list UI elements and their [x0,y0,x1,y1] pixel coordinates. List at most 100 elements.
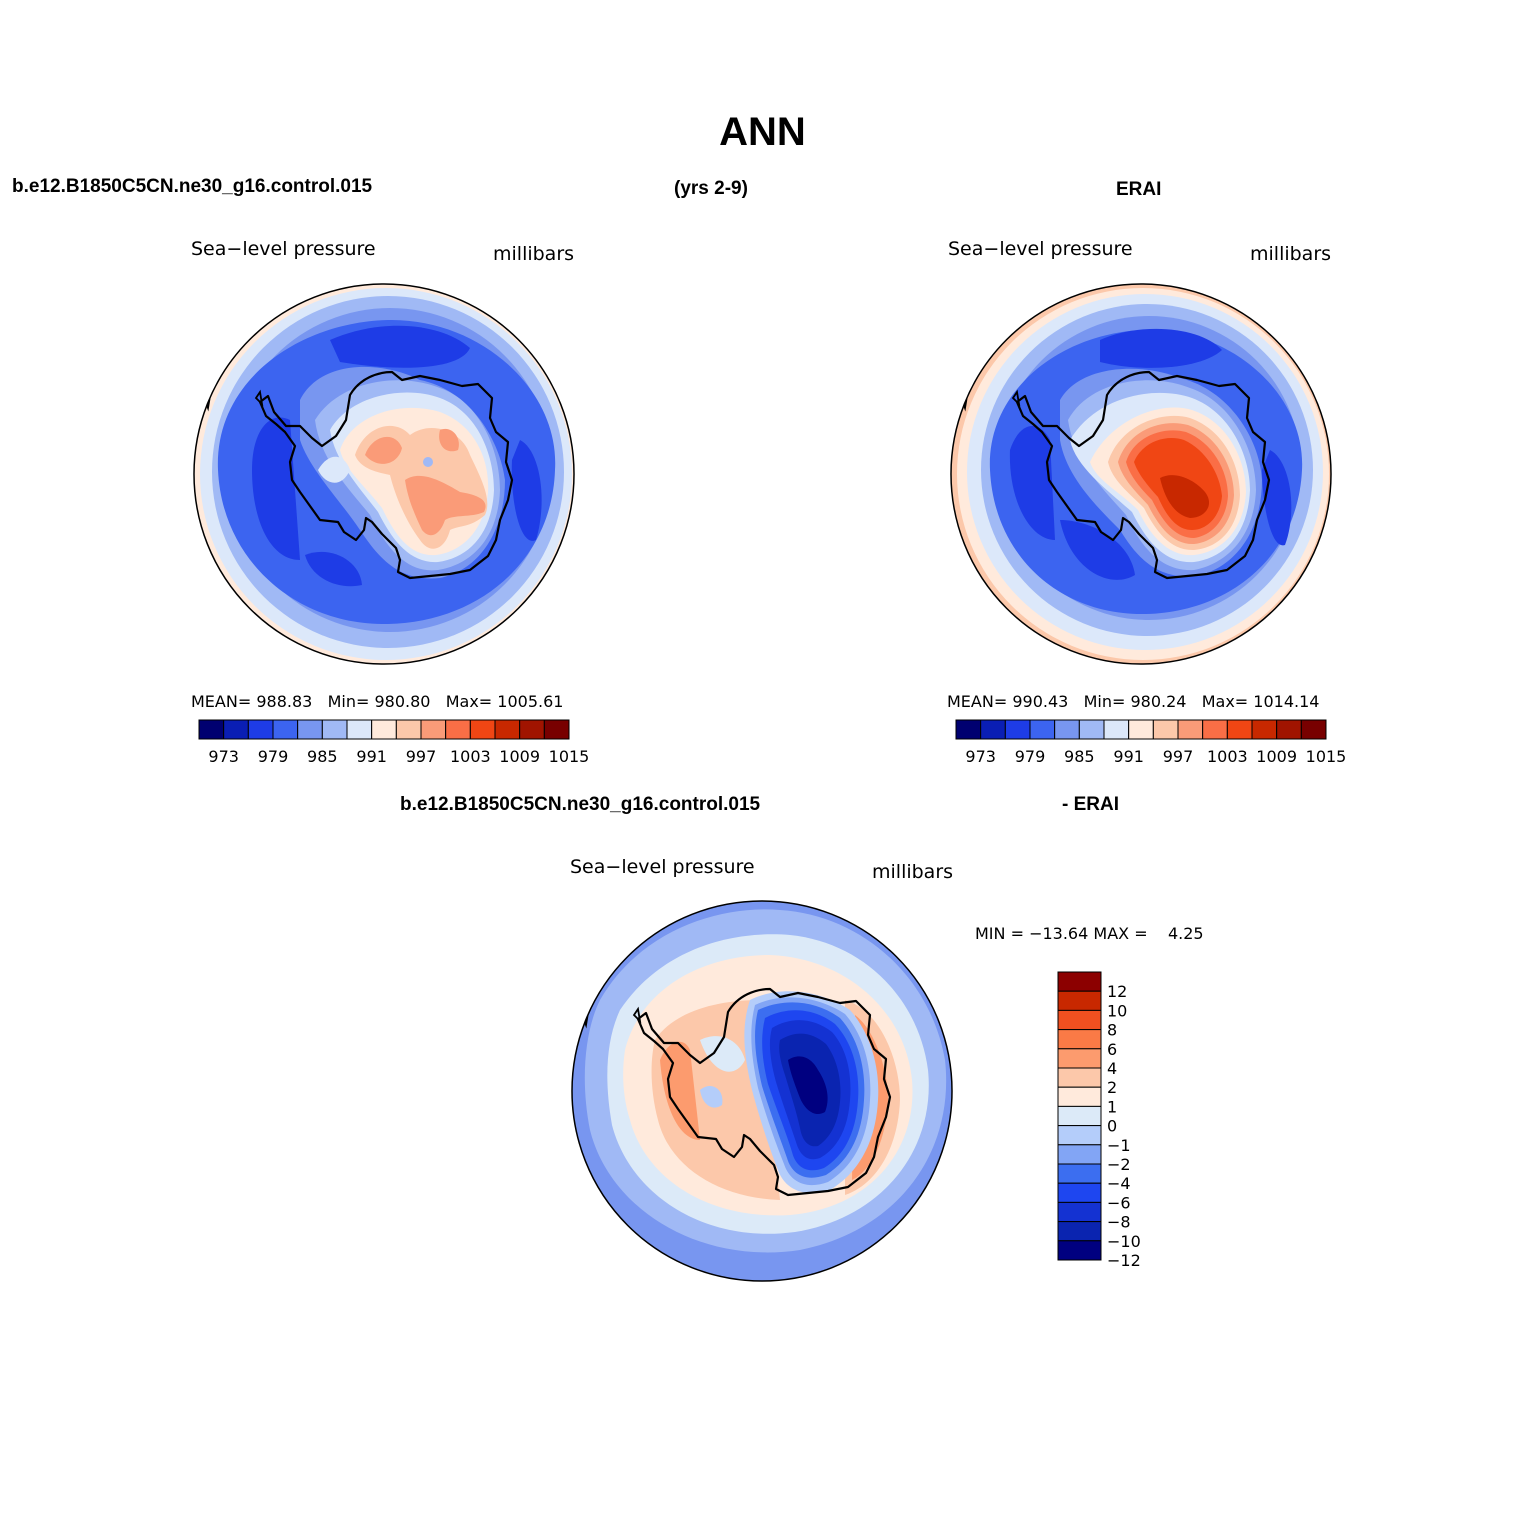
panel2-colorbar-swatch [980,719,1006,740]
panel1-colorbar-swatch [247,719,274,740]
panel2-max-value: 1014.14 [1253,692,1320,711]
panel1-colorbar-swatch [494,719,521,740]
panel3-colorbar-swatch [1057,1105,1102,1127]
panel3-colorbar-tick-label: −4 [1107,1174,1131,1193]
years-header: (yrs 2-9) [674,178,748,199]
panel2-min-value: 980.24 [1130,692,1187,711]
panel3-stats: MIN = −13.64 MAX = 4.25 [975,924,1204,943]
panel1-colorbar-swatch [420,719,447,740]
panel3-colorbar-tick-label: 6 [1107,1040,1117,1059]
panel1-colorbar-swatch [371,719,397,740]
panel3-min-label: MIN = [975,924,1024,943]
panel1-colorbar-swatch [395,719,422,740]
panel1-units-label: millibars [493,243,575,265]
panel3-colorbar-swatch [1057,1221,1102,1242]
panel3-map [571,900,953,1282]
panel3-colorbar-swatch [1057,971,1102,992]
panel2-colorbar-swatch [1004,719,1031,740]
panel3-colorbar-swatch [1057,1163,1102,1184]
panel3-colorbar-tick-label: −12 [1107,1251,1141,1270]
panel3-colorbar-swatch [1057,1048,1102,1069]
panel3-colorbar-tick-label: 2 [1107,1078,1117,1097]
panel2-colorbar-tick-label: 1015 [1306,747,1347,766]
panel3-colorbar-tick-label: 12 [1107,982,1127,1001]
panel1-colorbar-swatch [297,719,323,740]
panel2-colorbar-swatch [955,719,982,740]
panel2-colorbar: 973 979 985 991 997 1003 1009 1015 [955,719,1347,766]
panel1-min-value: 980.80 [374,692,431,711]
panel3-colorbar-swatch [1057,990,1102,1011]
panel2-colorbar-tick-label: 1003 [1207,747,1248,766]
panel2-units-label: millibars [1250,243,1332,265]
panel2-colorbar-swatch [1054,719,1080,740]
panel1-colorbar-tick-label: 991 [356,747,387,766]
panel3-colorbar-swatch [1057,1009,1102,1031]
panel2-map [950,283,1332,665]
panel3-colorbar-swatch [1057,1182,1102,1203]
panel1-colorbar-swatch [223,719,249,740]
panel3-max-label: MAX = [1093,924,1148,943]
panel3-units-label: millibars [872,861,954,883]
panel3-colorbar-tick-label: −2 [1107,1155,1131,1174]
panel1-colorbar-swatch [198,719,225,740]
panel3-colorbar-tick-label: −8 [1107,1213,1131,1232]
panel2-colorbar-tick-label: 985 [1064,747,1095,766]
panel2-mean-label: MEAN= [947,692,1008,711]
panel2-colorbar-swatch [1128,719,1154,740]
panel1-colorbar-tick-label: 973 [208,747,239,766]
panel2-colorbar-swatch [1078,719,1105,740]
panel1-colorbar-tick-label: 985 [307,747,338,766]
panel2-variable-label: Sea−level pressure [948,238,1133,260]
panel2-colorbar-tick-label: 973 [965,747,996,766]
panel1-colorbar-swatch [321,719,348,740]
panel3-colorbar-tick-label: −6 [1107,1193,1131,1212]
panel2-colorbar-tick-label: 979 [1015,747,1046,766]
panel3-colorbar-tick-label: 8 [1107,1021,1117,1040]
panel2-colorbar-swatch [1103,719,1130,740]
panel2-colorbar-tick-label: 991 [1113,747,1144,766]
panel1-colorbar-tick-label: 1015 [549,747,590,766]
panel2-colorbar-swatch [1276,719,1302,740]
panel3-colorbar-swatch [1057,1125,1102,1146]
panel3-colorbar-swatch [1057,1240,1102,1261]
panel3-colorbar-swatch [1057,1029,1102,1050]
panel1-colorbar-swatch [272,719,299,740]
panel1-colorbar-tick-label: 1009 [499,747,540,766]
panel3-colorbar-tick-label: 0 [1107,1117,1117,1136]
panel2-colorbar-swatch [1029,719,1056,740]
panel1-colorbar-swatch [543,719,570,740]
panel1-min-label: Min= [327,692,370,711]
panel2-colorbar-swatch [1226,719,1253,740]
diff-case-header: b.e12.B1850C5CN.ne30_g16.control.015 [400,794,761,815]
panel2-max-label: Max= [1201,692,1249,711]
panel3-max-value: 4.25 [1167,924,1204,943]
panel3-min-value: −13.64 [1029,924,1089,943]
panel2-min-label: Min= [1083,692,1126,711]
panel2-colorbar-swatch [1251,719,1278,740]
panel3-variable-label: Sea−level pressure [570,856,755,878]
panel3-colorbar-tick-label: 4 [1107,1059,1117,1078]
panel1-variable-label: Sea−level pressure [191,238,376,260]
panel3-colorbar-swatch [1057,1086,1102,1107]
panel2-stats: MEAN= 990.43 Min= 980.24 Max= 1014.14 [947,692,1319,711]
panel1-mean-label: MEAN= [191,692,252,711]
panel3-colorbar-swatch [1057,1144,1102,1165]
panel2-colorbar-swatch [1202,719,1228,740]
panel3-colorbar-tick-label: 1 [1107,1097,1117,1116]
panel1-colorbar-tick-label: 997 [406,747,437,766]
panel2-mean-value: 990.43 [1012,692,1069,711]
panel3-colorbar-swatch [1057,1201,1102,1223]
panel3-colorbar-tick-label: −10 [1107,1232,1141,1251]
panel1-colorbar-tick-label: 979 [258,747,289,766]
panel2-colorbar-swatch [1177,719,1204,740]
panel1-max-value: 1005.61 [497,692,564,711]
diff-obs-header: - ERAI [1062,794,1119,815]
panel2-colorbar-tick-label: 1009 [1256,747,1297,766]
panel1-colorbar-tick-label: 1003 [450,747,491,766]
panel1-colorbar: 973 979 985 991 997 1003 1009 1015 [198,719,590,766]
obs-name-header: ERAI [1116,179,1162,200]
panel3-colorbar-tick-label: 10 [1107,1001,1127,1020]
panel1-mean-value: 988.83 [256,692,313,711]
panel3-colorbar-tick-label: −1 [1107,1136,1131,1155]
